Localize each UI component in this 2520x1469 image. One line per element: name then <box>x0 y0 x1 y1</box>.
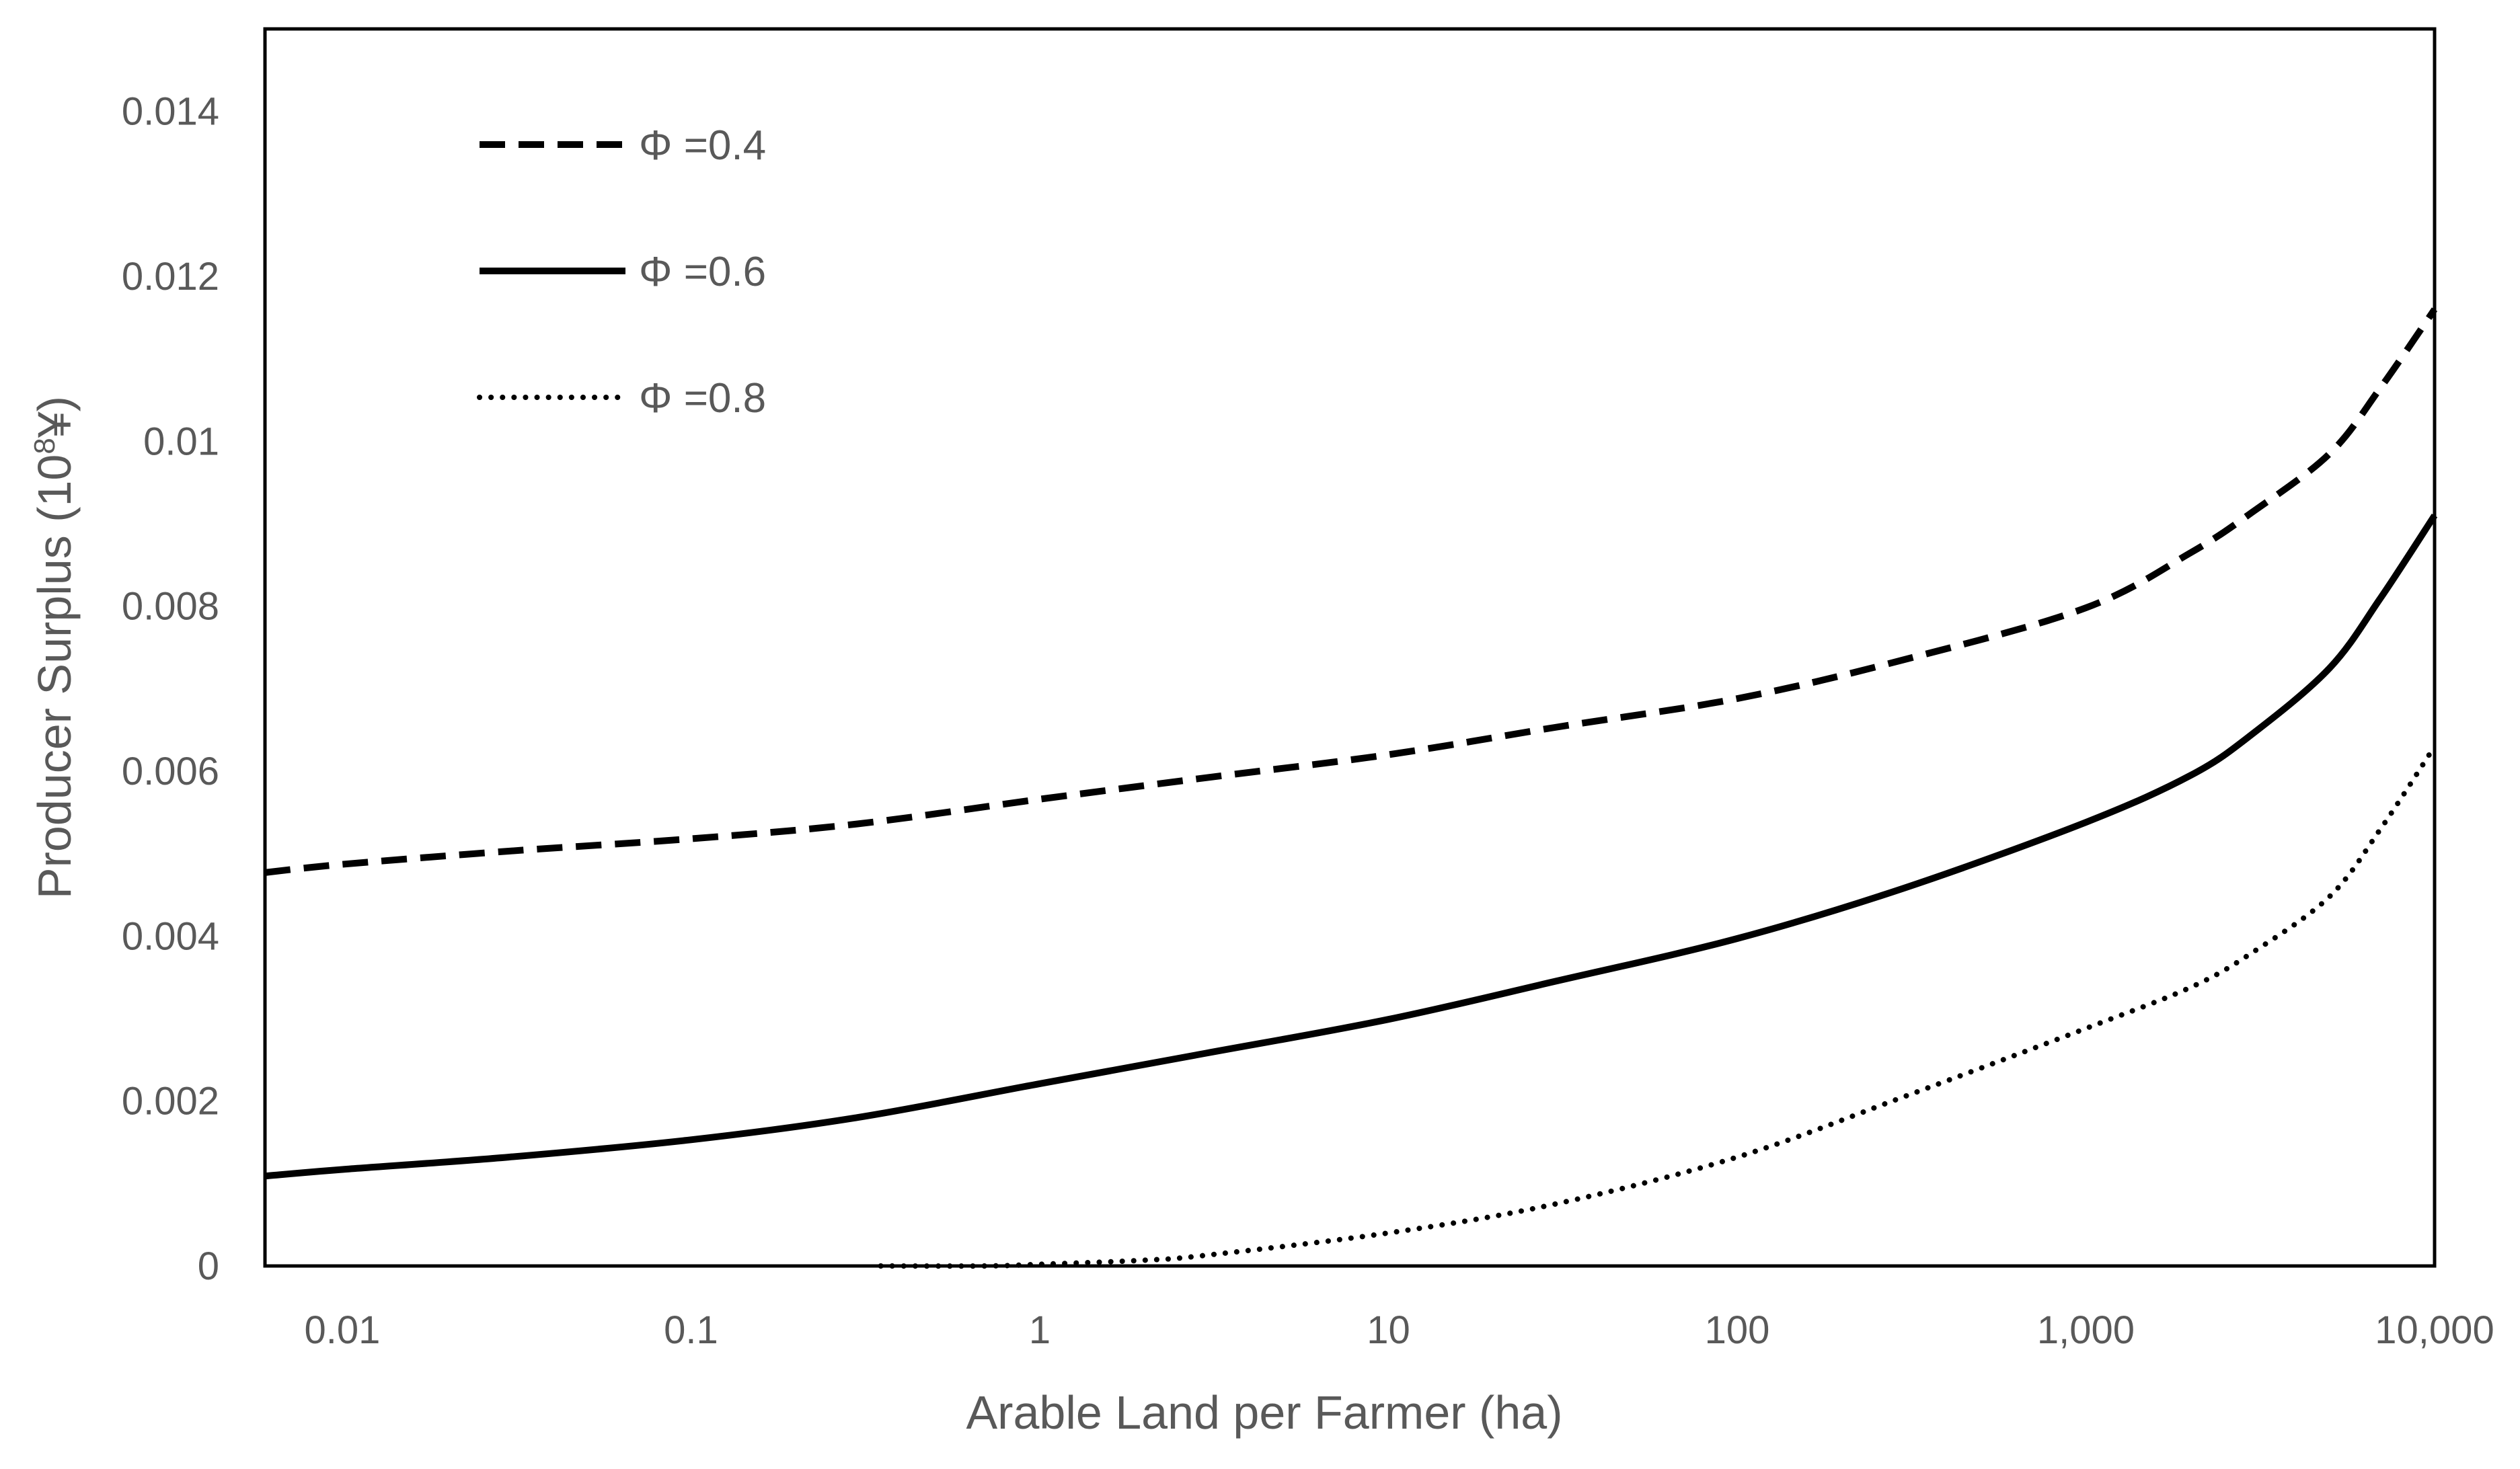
legend-label-3: Φ =0.8 <box>639 375 766 422</box>
series-line-1 <box>264 307 2438 876</box>
legend-label-1: Φ =0.4 <box>639 122 766 169</box>
legend: Φ =0.4 Φ =0.6 Φ =0.8 <box>477 122 766 422</box>
y-axis-title-superscript: 8 <box>28 438 61 454</box>
legend-label-2: Φ =0.6 <box>639 249 766 295</box>
y-tick-label: 0.01 <box>143 420 219 463</box>
series-line-3 <box>878 744 2437 1269</box>
x-tick-label: 10,000 <box>2375 1308 2494 1352</box>
y-tick-label: 0 <box>198 1244 219 1288</box>
y-tick-label: 0.002 <box>122 1080 219 1123</box>
x-tick-label: 100 <box>1705 1308 1770 1352</box>
x-axis-title: Arable Land per Farmer (ha) <box>966 1386 1562 1439</box>
y-tick-label: 0.014 <box>122 90 219 134</box>
y-tick-label: 0.004 <box>122 914 219 958</box>
x-axis-ticks: 0.01 0.1 1 10 100 1,000 10,000 <box>305 1308 2494 1352</box>
x-tick-label: 10 <box>1367 1308 1410 1352</box>
y-axis-title-base: Producer Surplus (10 <box>28 454 81 899</box>
series-layer <box>264 307 2438 1269</box>
x-tick-label: 1 <box>1029 1308 1051 1352</box>
y-axis-title: Producer Surplus (108¥) <box>28 396 81 899</box>
y-tick-label: 0.006 <box>122 750 219 793</box>
x-tick-label: 0.1 <box>664 1308 718 1352</box>
x-tick-label: 1,000 <box>2037 1308 2135 1352</box>
y-tick-label: 0.012 <box>122 255 219 299</box>
y-axis-ticks: 0 0.002 0.004 0.006 0.008 0.01 0.012 0.014 <box>122 90 219 1288</box>
y-axis-title-unit: ¥) <box>28 396 81 438</box>
y-tick-label: 0.008 <box>122 585 219 629</box>
plot-frame <box>263 27 2437 1268</box>
series-line-2 <box>264 513 2438 1180</box>
x-tick-label: 0.01 <box>305 1308 381 1352</box>
